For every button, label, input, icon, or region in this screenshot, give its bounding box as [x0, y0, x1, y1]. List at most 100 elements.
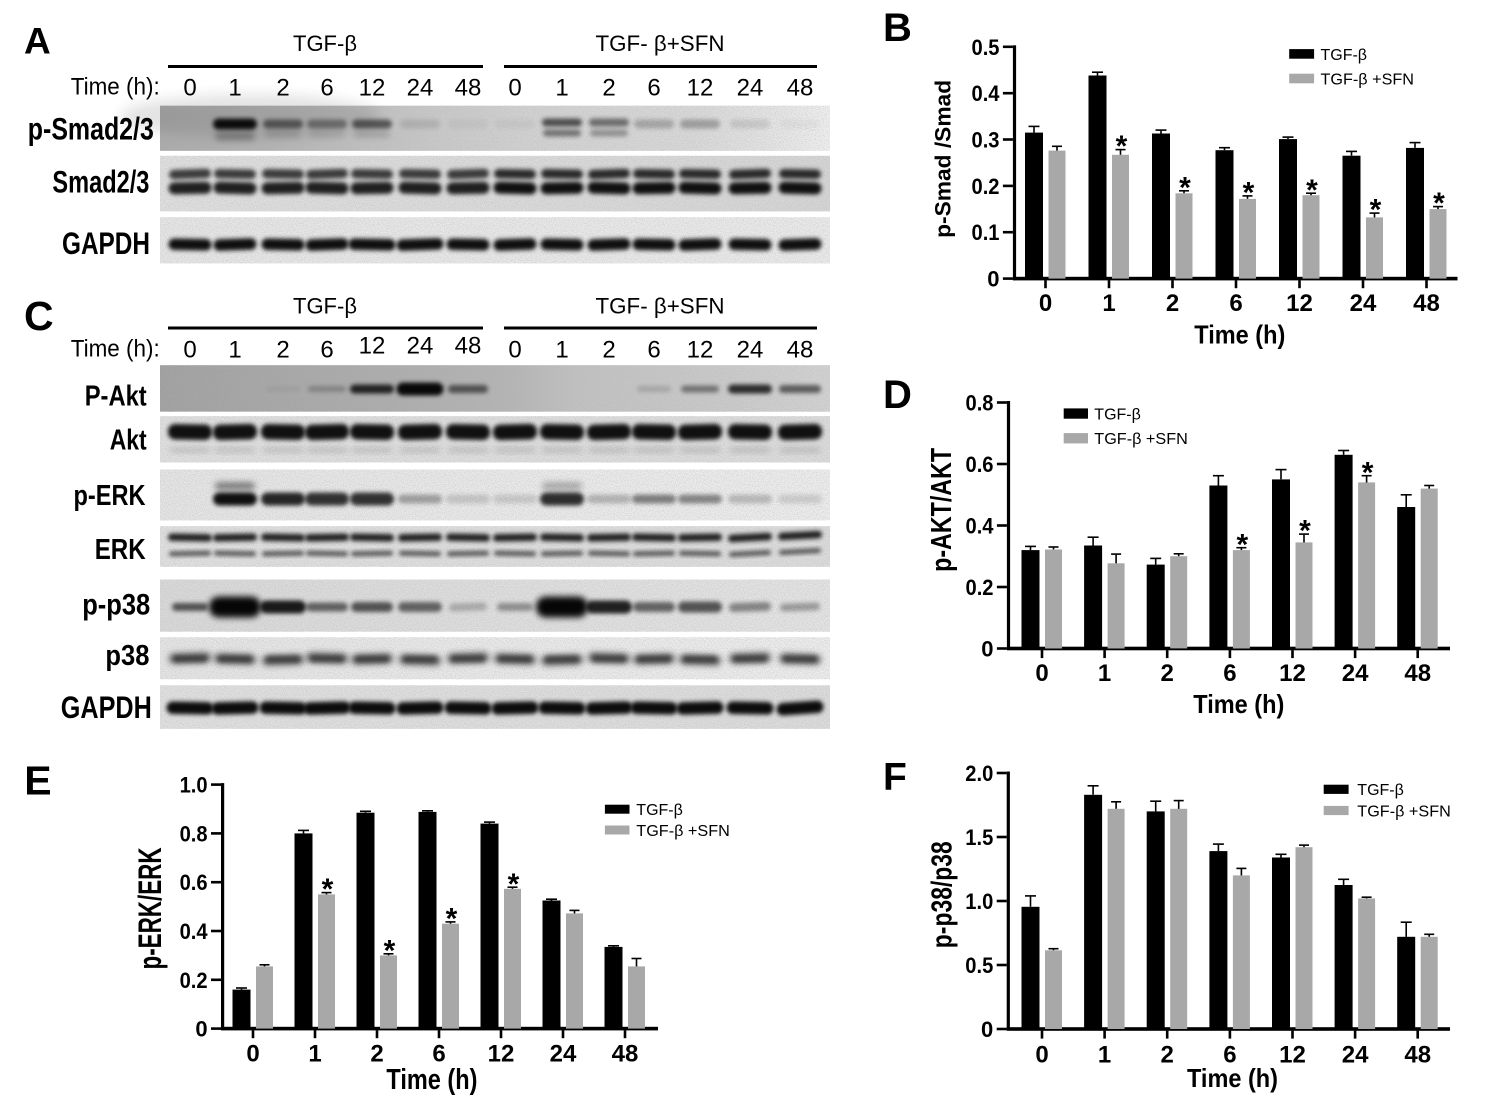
svg-text:C: C: [24, 293, 54, 339]
svg-text:A: A: [24, 21, 51, 62]
svg-text:0: 0: [987, 267, 999, 292]
svg-text:1.5: 1.5: [965, 825, 993, 850]
svg-text:TGF- β+SFN: TGF- β+SFN: [596, 31, 725, 56]
svg-text:48: 48: [787, 337, 814, 364]
svg-text:*: *: [1116, 130, 1128, 163]
svg-text:B: B: [883, 6, 912, 50]
svg-text:Time (h): Time (h): [386, 1063, 477, 1095]
svg-text:*: *: [446, 903, 458, 936]
svg-text:24: 24: [1342, 660, 1369, 687]
svg-text:0: 0: [508, 337, 521, 364]
svg-text:0.3: 0.3: [972, 128, 1000, 153]
svg-text:0.4: 0.4: [180, 919, 209, 944]
svg-text:0.8: 0.8: [966, 391, 994, 416]
svg-text:0: 0: [1035, 660, 1048, 687]
svg-text:*: *: [1237, 528, 1249, 561]
svg-text:Time (h):: Time (h):: [71, 74, 160, 101]
svg-text:TGF-β: TGF-β: [1321, 47, 1368, 64]
svg-text:2: 2: [602, 337, 615, 364]
svg-text:GAPDH: GAPDH: [62, 226, 150, 261]
svg-text:*: *: [1179, 171, 1191, 204]
svg-text:0: 0: [981, 637, 993, 662]
svg-text:P-Akt: P-Akt: [85, 379, 147, 412]
svg-text:12: 12: [1279, 660, 1306, 687]
svg-text:TGF-β: TGF-β: [1357, 782, 1404, 799]
svg-text:0.2: 0.2: [966, 575, 994, 600]
svg-text:TGF-β +SFN: TGF-β +SFN: [636, 823, 730, 840]
svg-text:24: 24: [1350, 290, 1377, 317]
svg-text:p-p38/p38: p-p38/p38: [925, 841, 958, 948]
svg-text:0: 0: [508, 75, 521, 102]
svg-text:0: 0: [183, 337, 196, 364]
svg-text:Smad2/3: Smad2/3: [52, 164, 149, 199]
svg-text:0.1: 0.1: [972, 220, 1000, 245]
svg-text:0: 0: [981, 1017, 993, 1042]
svg-text:*: *: [1299, 515, 1311, 548]
svg-text:Akt: Akt: [110, 423, 147, 456]
svg-text:*: *: [1370, 194, 1382, 227]
svg-text:1: 1: [1098, 1042, 1111, 1069]
svg-text:0.5: 0.5: [965, 953, 993, 978]
svg-text:TGF-β +SFN: TGF-β +SFN: [1094, 431, 1188, 448]
svg-text:0.4: 0.4: [972, 81, 1001, 106]
svg-text:F: F: [883, 756, 907, 799]
svg-text:12: 12: [687, 75, 714, 102]
svg-text:6: 6: [647, 337, 660, 364]
svg-text:TGF-β: TGF-β: [636, 802, 683, 819]
svg-text:Time (h): Time (h): [1193, 689, 1284, 719]
svg-text:p-AKT/AKT: p-AKT/AKT: [927, 448, 958, 572]
svg-text:p-Smad /Smad: p-Smad /Smad: [931, 80, 955, 238]
svg-text:ERK: ERK: [95, 533, 146, 566]
svg-text:48: 48: [787, 75, 814, 102]
svg-text:6: 6: [1223, 660, 1236, 687]
svg-text:12: 12: [1286, 290, 1313, 317]
svg-text:Time (h): Time (h): [1187, 1063, 1278, 1093]
svg-text:0: 0: [1035, 1042, 1048, 1069]
svg-text:1.0: 1.0: [180, 773, 208, 798]
svg-text:2: 2: [370, 1041, 383, 1068]
svg-text:p38: p38: [105, 639, 149, 672]
svg-text:48: 48: [455, 333, 482, 360]
svg-text:TGF- β+SFN: TGF- β+SFN: [596, 294, 725, 319]
svg-text:48: 48: [612, 1041, 639, 1068]
svg-text:12: 12: [359, 75, 386, 102]
svg-text:E: E: [24, 757, 51, 803]
svg-text:0.4: 0.4: [966, 514, 995, 539]
svg-text:p-ERK/ERK: p-ERK/ERK: [131, 847, 168, 969]
svg-text:0.2: 0.2: [972, 174, 1000, 199]
svg-text:0.8: 0.8: [180, 821, 208, 846]
svg-text:12: 12: [359, 333, 386, 360]
svg-text:48: 48: [1413, 290, 1440, 317]
svg-text:1: 1: [308, 1041, 321, 1068]
svg-text:2: 2: [276, 337, 289, 364]
svg-text:TGF-β +SFN: TGF-β +SFN: [1321, 71, 1415, 88]
svg-text:*: *: [1362, 456, 1374, 489]
svg-text:p-p38: p-p38: [82, 587, 150, 621]
svg-text:D: D: [883, 373, 912, 417]
svg-text:TGF-β +SFN: TGF-β +SFN: [1357, 803, 1451, 820]
svg-text:1: 1: [1098, 660, 1111, 687]
svg-text:2: 2: [602, 75, 615, 102]
svg-text:*: *: [1243, 177, 1255, 210]
svg-text:24: 24: [737, 337, 764, 364]
svg-text:TGF-β: TGF-β: [293, 31, 357, 56]
svg-text:1: 1: [228, 337, 241, 364]
svg-text:p-ERK: p-ERK: [74, 479, 146, 512]
svg-text:48: 48: [455, 75, 482, 102]
svg-text:1: 1: [1102, 290, 1115, 317]
svg-text:0.6: 0.6: [966, 452, 994, 477]
svg-text:0: 0: [1039, 290, 1052, 317]
svg-text:*: *: [384, 934, 396, 967]
svg-text:2: 2: [1161, 660, 1174, 687]
svg-text:0.2: 0.2: [180, 968, 208, 993]
svg-text:0: 0: [183, 75, 196, 102]
svg-text:2.0: 2.0: [965, 761, 993, 786]
svg-text:48: 48: [1404, 660, 1431, 687]
svg-text:0.6: 0.6: [180, 870, 208, 895]
svg-text:12: 12: [1279, 1042, 1306, 1069]
svg-text:2: 2: [1161, 1042, 1174, 1069]
svg-text:GAPDH: GAPDH: [61, 690, 152, 725]
svg-text:*: *: [1433, 187, 1445, 220]
svg-text:6: 6: [320, 337, 333, 364]
svg-text:*: *: [1306, 174, 1318, 207]
